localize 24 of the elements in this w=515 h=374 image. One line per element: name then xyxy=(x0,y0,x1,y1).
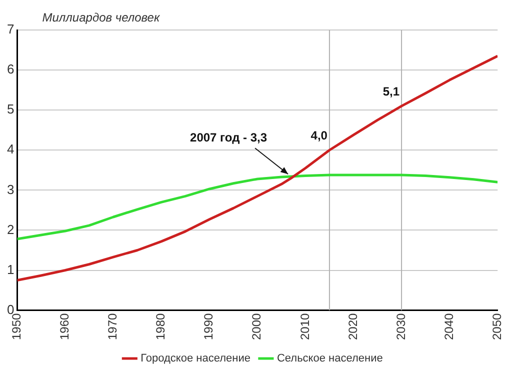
y-tick-label: 5 xyxy=(6,102,14,117)
x-tick-label: 2050 xyxy=(490,312,504,340)
x-tick-label: 2000 xyxy=(250,312,264,340)
y-tick-label: 7 xyxy=(6,22,14,37)
x-tick-label: 2040 xyxy=(442,312,456,340)
annotation: 2007 год - 3,3 xyxy=(190,130,268,144)
y-tick-label: 2 xyxy=(6,222,14,237)
annotation: 5,1 xyxy=(382,84,400,98)
x-tick-label: 1970 xyxy=(106,312,120,340)
x-tick-label: 2010 xyxy=(298,312,312,340)
annotation: 4,0 xyxy=(310,128,328,142)
y-tick-label: 6 xyxy=(6,62,14,77)
x-tick-label: 1990 xyxy=(202,312,216,340)
y-tick-label: 4 xyxy=(6,142,14,157)
legend-label: Сельское население xyxy=(276,352,383,365)
x-tick-label: 1960 xyxy=(58,312,72,340)
y-tick-label: 1 xyxy=(6,262,14,277)
legend-label: Городское население xyxy=(140,352,250,365)
x-tick-label: 1980 xyxy=(154,312,168,340)
y-tick-label: 3 xyxy=(6,182,14,197)
x-tick-label: 1950 xyxy=(10,312,24,340)
x-tick-label: 2030 xyxy=(394,312,408,340)
x-tick-label: 2020 xyxy=(346,312,360,340)
y-axis-title: Миллиардов человек xyxy=(42,10,161,24)
